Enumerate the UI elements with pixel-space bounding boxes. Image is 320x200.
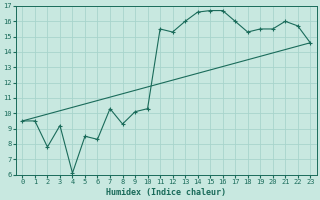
X-axis label: Humidex (Indice chaleur): Humidex (Indice chaleur) — [106, 188, 226, 197]
